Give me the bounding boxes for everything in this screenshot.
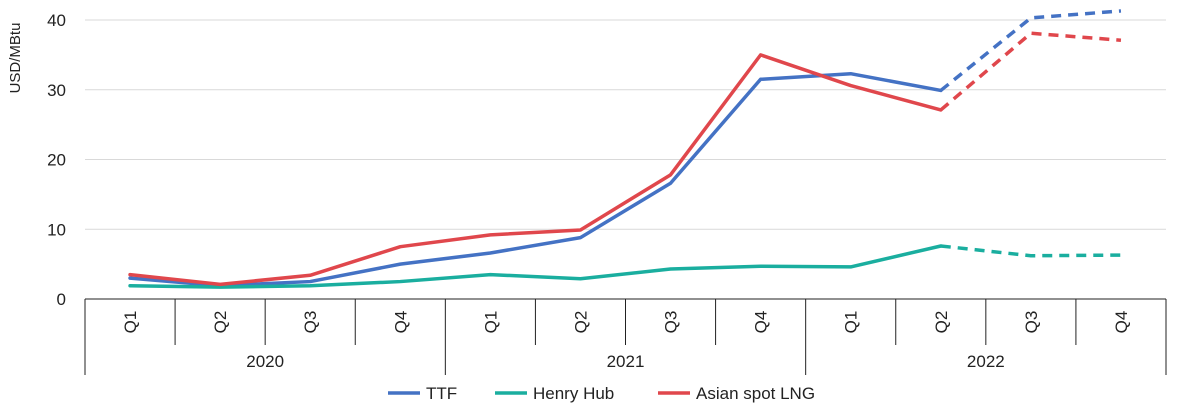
x-category-label: Q4 <box>391 311 410 334</box>
x-category-label: Q2 <box>932 311 951 334</box>
x-category-label: Q4 <box>752 311 771 334</box>
legend-label-asian-spot-lng: Asian spot LNG <box>696 384 815 403</box>
x-category-label: Q1 <box>842 311 861 334</box>
y-tick-label: 30 <box>47 81 66 100</box>
series-line-asian-spot-lng <box>128 53 943 287</box>
y-tick-label: 20 <box>47 151 66 170</box>
x-category-label: Q1 <box>481 311 500 334</box>
y-tick-label: 40 <box>47 11 66 30</box>
x-category-label: Q3 <box>662 311 681 334</box>
x-year-label: 2022 <box>967 352 1005 371</box>
x-category-label: Q1 <box>121 311 140 334</box>
series-line-henry-hub <box>128 244 943 289</box>
series-forecast-line-henry-hub <box>940 244 1121 258</box>
x-category-label: Q4 <box>1112 311 1131 334</box>
x-category-label: Q2 <box>571 311 590 334</box>
x-category-label: Q2 <box>211 311 230 334</box>
x-category-label: Q3 <box>301 311 320 334</box>
x-year-label: 2021 <box>607 352 645 371</box>
series-forecast-line-asian-spot-lng <box>939 31 1122 112</box>
x-year-label: 2020 <box>246 352 284 371</box>
y-axis-title: USD/MBtu <box>7 23 24 94</box>
y-tick-label: 10 <box>47 220 66 239</box>
y-tick-label: 0 <box>57 290 66 309</box>
x-category-label: Q3 <box>1022 311 1041 334</box>
legend-label-ttf: TTF <box>426 384 457 403</box>
series-forecast-line-ttf <box>939 9 1122 92</box>
legend-label-henry-hub: Henry Hub <box>533 384 614 403</box>
series-line-ttf <box>128 71 943 288</box>
